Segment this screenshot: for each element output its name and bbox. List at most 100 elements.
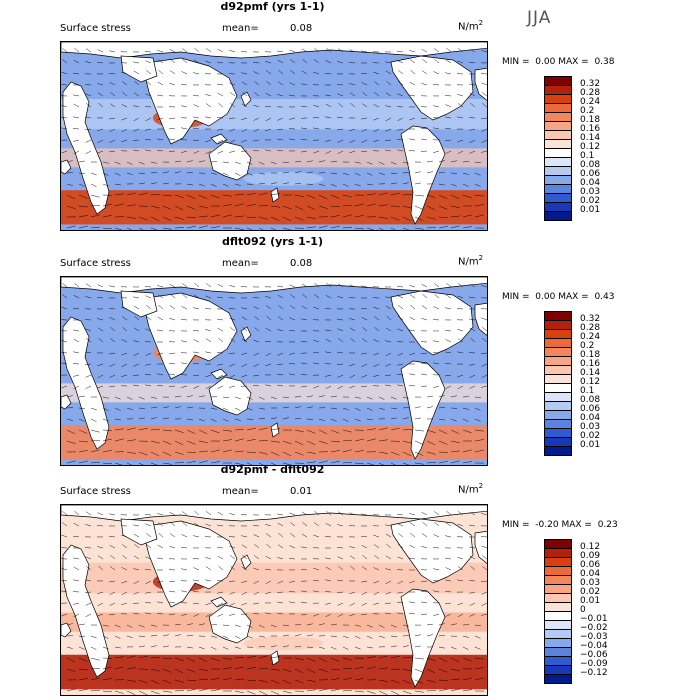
wind-vector bbox=[162, 417, 169, 420]
wind-vector bbox=[265, 70, 272, 75]
legend-tick-label: 0.01 bbox=[580, 205, 601, 215]
wind-vector bbox=[421, 613, 428, 615]
wind-vector bbox=[133, 374, 140, 376]
wind-vector bbox=[458, 283, 464, 288]
wind-vector bbox=[222, 214, 232, 218]
min-label: MIN = bbox=[502, 292, 530, 302]
wind-vector bbox=[290, 294, 296, 299]
wind-vector bbox=[217, 591, 224, 594]
wind-vector bbox=[426, 657, 436, 661]
wind-vector bbox=[121, 567, 128, 571]
wind-vector bbox=[78, 194, 88, 199]
wind-vector bbox=[186, 451, 196, 453]
wind-vector bbox=[210, 214, 220, 218]
wind-vector bbox=[421, 373, 428, 376]
wind-vector bbox=[397, 602, 404, 604]
wind-vector bbox=[330, 429, 340, 434]
wind-vector bbox=[266, 80, 272, 86]
wind-vector bbox=[397, 286, 404, 288]
wind-vector bbox=[378, 216, 388, 219]
wind-vector bbox=[210, 429, 220, 434]
wind-vector bbox=[325, 307, 332, 310]
wind-vector bbox=[445, 522, 452, 527]
wind-vector bbox=[61, 567, 68, 571]
wind-vector bbox=[234, 227, 244, 230]
wind-vector bbox=[133, 296, 140, 299]
wind-vector bbox=[446, 282, 452, 288]
wind-vector bbox=[457, 60, 464, 64]
wind-vector bbox=[390, 417, 397, 420]
wind-vector bbox=[414, 690, 424, 693]
wind-vector bbox=[426, 194, 436, 198]
wind-vector bbox=[61, 71, 68, 75]
wind-vector bbox=[78, 657, 88, 662]
wind-vector bbox=[145, 60, 152, 64]
wind-vector bbox=[210, 461, 220, 464]
wind-vector bbox=[270, 193, 280, 196]
wind-vector bbox=[433, 105, 440, 108]
legend-tick-label: −0.04 bbox=[580, 641, 608, 651]
wind-vector bbox=[198, 194, 208, 200]
wind-vector bbox=[385, 117, 392, 121]
wind-vector bbox=[342, 439, 352, 442]
legend-tick-label: 0.02 bbox=[580, 431, 601, 441]
wind-vector bbox=[170, 521, 176, 527]
wind-vector bbox=[486, 657, 487, 658]
wind-vector bbox=[361, 545, 368, 549]
wind-vector bbox=[294, 429, 304, 433]
wind-vector bbox=[145, 514, 152, 516]
landmass bbox=[61, 277, 487, 294]
wind-vector bbox=[253, 139, 260, 142]
wind-vector bbox=[114, 407, 121, 411]
wind-vector bbox=[102, 462, 112, 465]
wind-vector bbox=[66, 440, 76, 444]
wind-vector bbox=[410, 69, 416, 75]
wind-vector bbox=[246, 679, 256, 681]
wind-vector bbox=[306, 657, 316, 662]
wind-vector bbox=[361, 128, 368, 132]
wind-vector bbox=[337, 283, 344, 288]
wind-vector bbox=[90, 183, 97, 187]
legend-tick-label: 0.24 bbox=[580, 332, 601, 342]
wind-vector bbox=[126, 690, 136, 695]
map-svg bbox=[61, 505, 487, 695]
wind-vector bbox=[150, 216, 160, 222]
wind-vector bbox=[241, 72, 248, 75]
wind-vector bbox=[402, 417, 409, 420]
wind-vector bbox=[386, 543, 392, 549]
legend-tick-label: −0.12 bbox=[580, 668, 608, 678]
wind-vector bbox=[326, 47, 332, 53]
wind-vector bbox=[217, 92, 224, 97]
wind-vector bbox=[450, 440, 460, 444]
wind-vector bbox=[186, 429, 196, 434]
wind-vector bbox=[290, 305, 296, 310]
wind-vector bbox=[109, 591, 116, 595]
wind-vector bbox=[462, 172, 469, 175]
wind-vector bbox=[385, 591, 392, 595]
wind-vector bbox=[90, 677, 100, 681]
wind-vector bbox=[330, 172, 337, 175]
wind-vector bbox=[349, 49, 356, 53]
wind-vector bbox=[294, 634, 301, 637]
wind-vector bbox=[385, 61, 392, 64]
wind-vector bbox=[426, 160, 433, 163]
wind-vector bbox=[445, 116, 452, 119]
wind-vector bbox=[66, 429, 76, 435]
wind-vector bbox=[481, 285, 487, 288]
wind-vector bbox=[438, 395, 445, 398]
wind-vector bbox=[109, 513, 116, 516]
wind-vector bbox=[193, 59, 200, 64]
wind-vector bbox=[397, 328, 404, 332]
wind-vector bbox=[445, 590, 452, 593]
wind-vector bbox=[193, 95, 200, 97]
wind-vector bbox=[313, 71, 320, 75]
wind-vector bbox=[85, 283, 92, 288]
wind-vector bbox=[109, 363, 116, 367]
legend-tick-label: −0.06 bbox=[580, 650, 608, 660]
wind-vector bbox=[146, 316, 152, 321]
wind-vector bbox=[162, 205, 172, 210]
wind-vector bbox=[133, 591, 140, 595]
wind-vector bbox=[217, 283, 224, 288]
wind-vector bbox=[354, 690, 364, 693]
wind-vector bbox=[90, 172, 97, 176]
